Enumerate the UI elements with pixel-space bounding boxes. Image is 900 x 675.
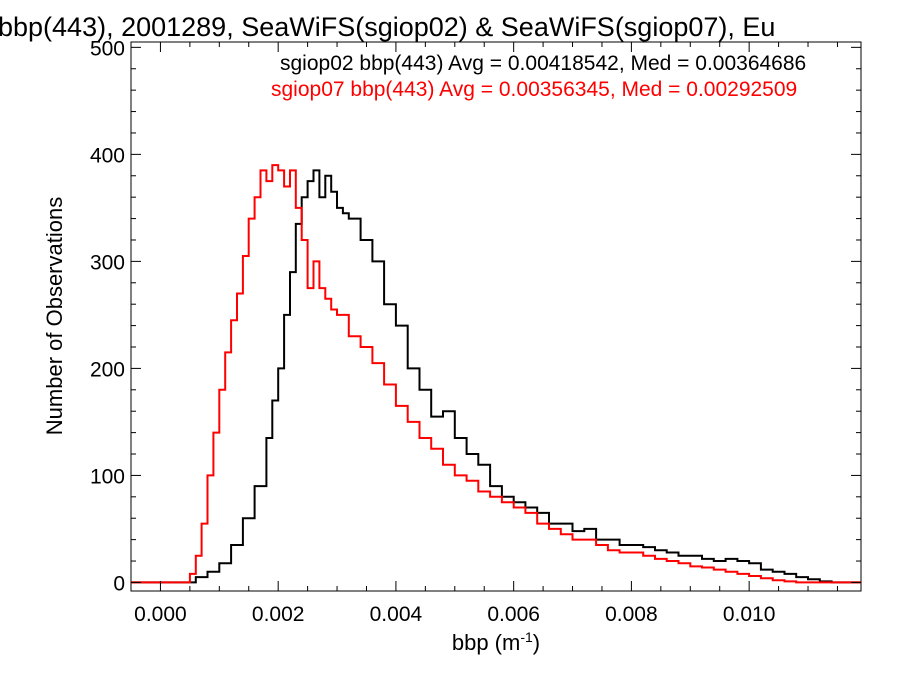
y-tick-label: 100 [90, 465, 125, 488]
x-tick-label: 0.010 [723, 603, 776, 626]
x-axis-label-close: ) [533, 630, 540, 655]
x-tick-label: 0.000 [134, 603, 187, 626]
x-tick-label: 0.008 [605, 603, 658, 626]
x-axis-ticks: 0.000 0.002 0.004 0.006 0.008 0.010 [134, 42, 838, 626]
x-tick-label: 0.006 [487, 603, 540, 626]
series-line-0 [131, 169, 861, 584]
y-tick-label: 400 [90, 144, 125, 167]
plot-frame [130, 41, 862, 592]
y-tick-label: 0 [113, 572, 125, 595]
chart-title: bbp(443), 2001289, SeaWiFS(sgiop02) & Se… [0, 12, 775, 42]
legend-entry-sgiop07: sgiop07 bbp(443) Avg = 0.00356345, Med =… [271, 78, 797, 101]
x-tick-label: 0.002 [252, 603, 305, 626]
y-tick-label: 500 [90, 37, 125, 60]
y-tick-label: 300 [90, 251, 125, 274]
x-tick-label: 0.004 [370, 603, 423, 626]
x-axis-label-superscript: -1 [520, 629, 533, 645]
y-axis-label: Number of Observations [42, 197, 67, 435]
y-tick-label: 200 [90, 358, 125, 381]
series-line-1 [131, 164, 861, 584]
y-axis-ticks: 0 100 200 300 400 500 [90, 37, 861, 595]
legend: sgiop02 bbp(443) Avg = 0.00418542, Med =… [271, 52, 806, 101]
x-axis-label: bbp (m-1) [452, 629, 540, 655]
series-group [131, 164, 861, 584]
legend-entry-sgiop02: sgiop02 bbp(443) Avg = 0.00418542, Med =… [280, 52, 806, 75]
